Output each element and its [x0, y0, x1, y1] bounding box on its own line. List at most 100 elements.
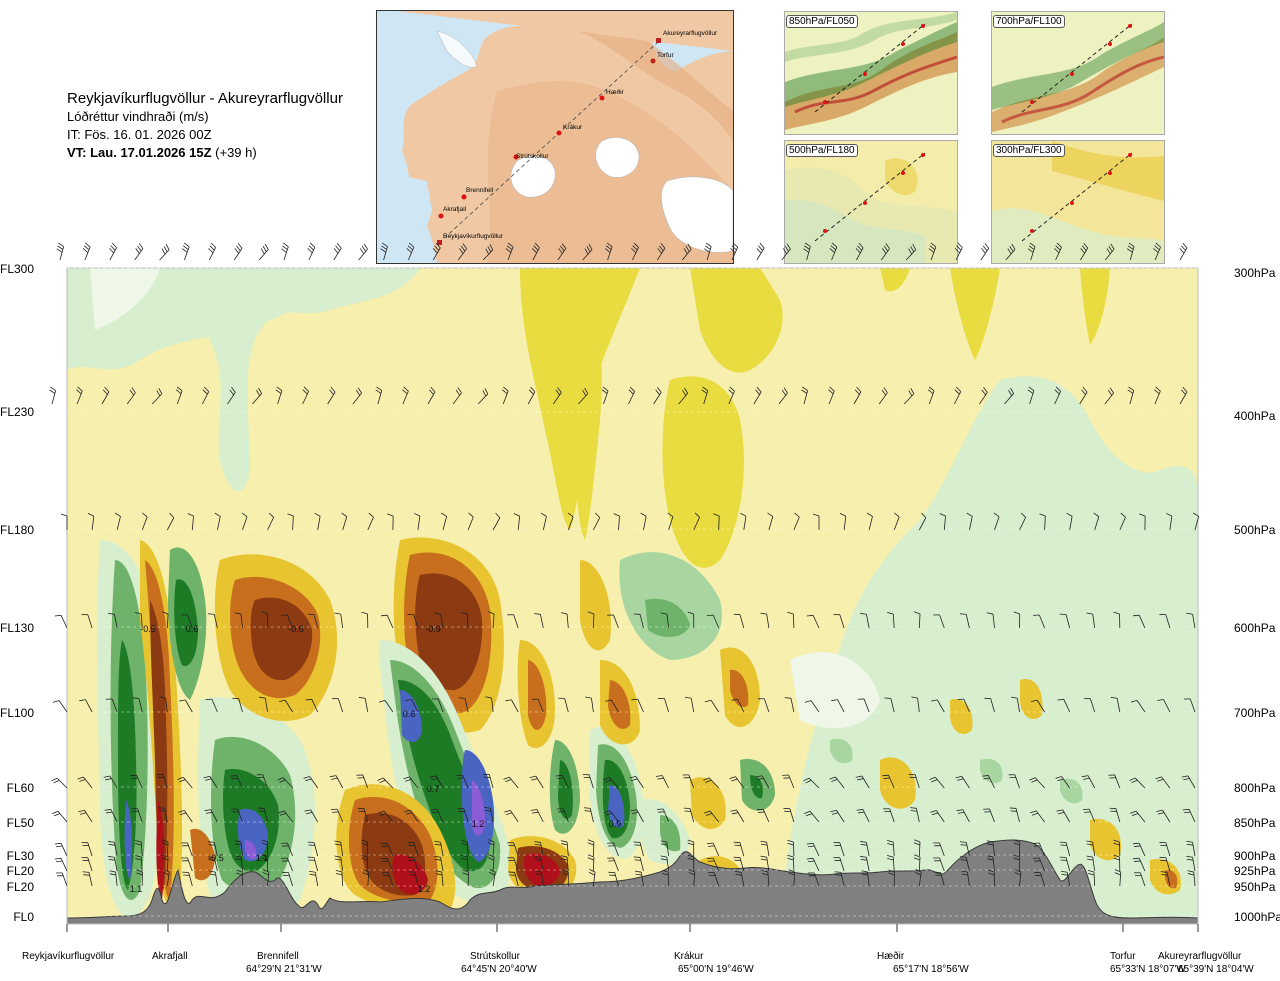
wind-barb [60, 513, 68, 530]
wind-barb [304, 809, 319, 823]
wind-barb [534, 856, 544, 872]
wind-barb [812, 513, 820, 530]
wind-barb [660, 840, 669, 857]
wind-barb [1056, 809, 1071, 823]
wind-barb [633, 841, 644, 857]
route-title: Reykjavíkurflugvöllur - Akureyrarflugvöl… [67, 90, 343, 107]
wind-barb [132, 697, 143, 713]
wind-barb [51, 810, 68, 823]
wind-barb [1009, 807, 1020, 823]
wind-barb [585, 696, 594, 713]
wind-barb [207, 856, 218, 872]
wind-barb [262, 869, 270, 887]
wind-barb [1130, 700, 1146, 713]
wind-barb [205, 698, 218, 713]
wind-barb [1182, 808, 1196, 823]
wind-barb [175, 386, 183, 405]
wind-barb [435, 870, 444, 887]
wind-barb [601, 386, 609, 405]
wind-barb [1030, 810, 1045, 823]
wind-barb [866, 512, 873, 531]
wind-barb [855, 775, 870, 789]
mini-map-300: 300hPa/FL300 [991, 140, 1165, 264]
wind-barb [828, 386, 835, 405]
wind-barb [803, 242, 811, 261]
wind-barb [693, 512, 700, 531]
wind-barb [783, 808, 795, 823]
wind-barb [993, 512, 1000, 531]
value-annotation: 1.2 [472, 819, 485, 829]
wind-barb [281, 842, 293, 857]
wind-barb [136, 869, 143, 887]
wind-barb [1011, 696, 1020, 713]
wind-barb [81, 857, 93, 872]
wind-barb [1030, 699, 1045, 713]
wind-barb [281, 242, 289, 261]
wind-barb [687, 839, 695, 856]
location-name: Torfur [1110, 951, 1136, 962]
wind-barb [660, 855, 669, 872]
wind-barb [1060, 870, 1071, 887]
valid-time: VT: Lau. 17.01.2026 15Z (+39 h) [67, 144, 343, 162]
wind-barb [1134, 872, 1146, 887]
map-label-haedir: Hæðir [606, 88, 625, 96]
wind-barb [507, 857, 519, 872]
hpa-label: 900hPa [1234, 849, 1276, 863]
wind-barb [487, 854, 495, 872]
wind-barb [287, 513, 294, 531]
hpa-label: 600hPa [1234, 621, 1276, 635]
wind-barb [1109, 807, 1121, 823]
wind-barb [361, 611, 369, 629]
wind-barb [927, 386, 935, 405]
wind-barb [988, 869, 995, 887]
wind-barb [504, 810, 519, 823]
hpa-label: 950hPa [1234, 880, 1276, 894]
wind-barb [530, 809, 544, 823]
wind-barb [54, 614, 68, 629]
wind-barb [203, 775, 218, 789]
wind-barb [653, 387, 662, 405]
wind-barb [607, 614, 619, 629]
wind-barb [806, 842, 820, 857]
wind-barb [352, 387, 362, 405]
wind-barb [430, 808, 444, 823]
wind-barb [986, 612, 995, 629]
wind-barb [655, 775, 669, 789]
wind-barb [980, 243, 990, 261]
wind-barb [234, 855, 243, 872]
chart-title-block: Reykjavíkurflugvöllur - Akureyrarflugvöl… [67, 90, 343, 162]
wind-barb [767, 512, 774, 531]
wind-barb [375, 386, 383, 405]
wind-barb [505, 242, 514, 261]
wind-barb [488, 611, 495, 629]
wind-barb [781, 243, 791, 261]
map-label-akrafjall: Akrafjall [443, 206, 467, 213]
wind-barb [803, 777, 820, 789]
wind-barb [855, 242, 864, 261]
mini-map-500-label: 500hPa/FL180 [786, 144, 858, 157]
wind-barb [830, 809, 845, 823]
mini-map-300-label: 300hPa/FL300 [993, 144, 1065, 157]
wind-barb [234, 612, 243, 629]
wind-barb [913, 611, 921, 629]
wind-barb [387, 513, 394, 531]
wind-barb [82, 242, 91, 261]
wind-barb [613, 513, 620, 531]
wind-barb [888, 869, 895, 887]
wind-barb [234, 840, 243, 857]
wind-barb [281, 614, 293, 629]
wind-barb [256, 774, 268, 789]
location-name: Reykjavíkurflugvöllur [22, 951, 115, 962]
map-label-strutskollur: Strútskollur [516, 153, 549, 160]
wind-barb [734, 871, 745, 887]
location-coord: 65°33'N 18°07'W [1110, 964, 1186, 975]
wind-barb [307, 841, 319, 857]
wind-barb [134, 855, 143, 872]
wind-barb [1181, 775, 1196, 789]
wind-barb [1086, 612, 1096, 629]
wind-barb [1093, 512, 1100, 531]
wind-barb [933, 857, 945, 872]
wind-barb [954, 242, 963, 261]
wind-barb [178, 810, 193, 823]
wind-barb [77, 776, 93, 789]
